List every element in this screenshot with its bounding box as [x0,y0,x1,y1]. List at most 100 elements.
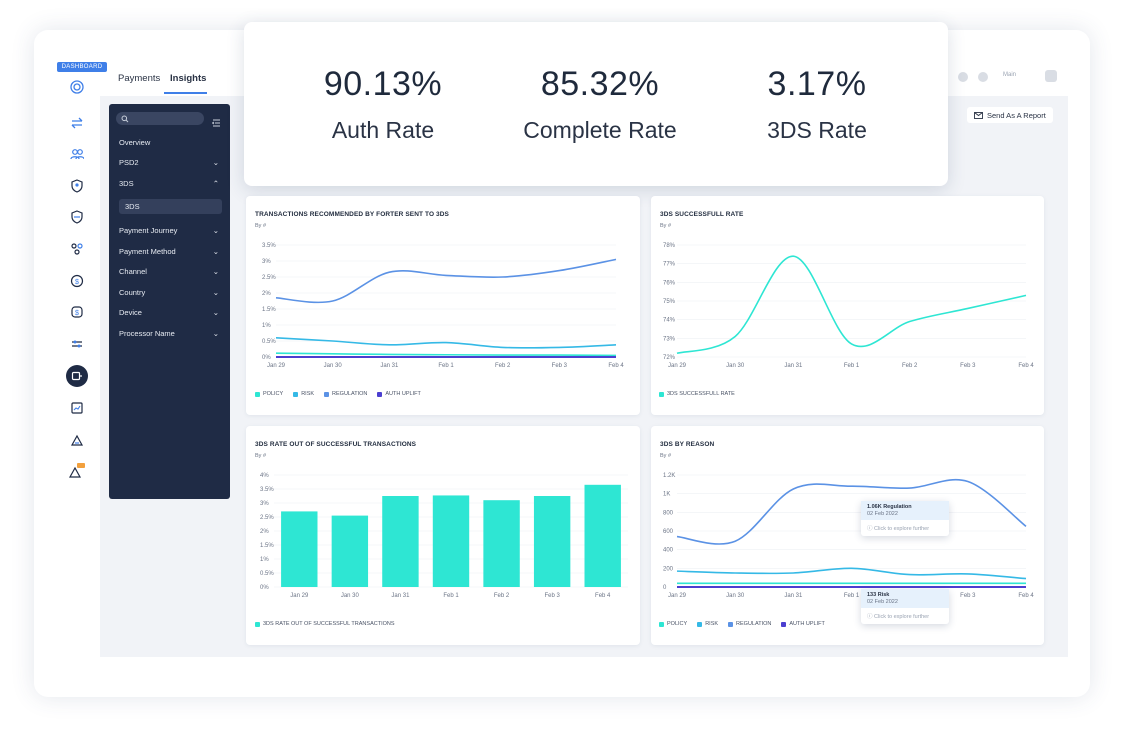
sidebar-item-psd2[interactable]: PSD2 ⌄ [119,158,223,167]
mail-icon [974,111,983,119]
x-tick-label: Feb 2 [902,363,918,369]
fingerprint-icon[interactable] [68,78,86,96]
tab-payments[interactable]: Payments [118,73,161,84]
user-menu[interactable]: Main [1003,72,1017,78]
sidebar-item-label: Processor Name [119,329,175,338]
y-tick-label: 600 [663,529,674,535]
x-tick-label: Jan 31 [391,593,410,599]
avatar[interactable] [1045,70,1057,82]
svg-text:$: $ [75,310,79,317]
y-tick-label: 1% [262,323,271,329]
sidebar-item-channel[interactable]: Channel ⌄ [119,267,223,276]
tooltip-risk[interactable]: 133 Risk 02 Feb 2022 ⓘ Click to explore … [861,589,949,624]
send-as-report-button[interactable]: Send As A Report [967,107,1053,123]
chart-card-transactions-sent-to-3ds[interactable]: TRANSACTIONS RECOMMENDED BY FORTER SENT … [246,196,640,415]
sidebar-item-3ds[interactable]: 3DS ⌃ [119,179,223,188]
sidebar-item-label: PSD2 [119,158,139,167]
legend-item-risk[interactable]: RISK [293,391,314,397]
x-tick-label: Feb 4 [595,593,611,599]
tab-insights[interactable]: Insights [170,73,207,84]
transfer-arrows-icon[interactable] [68,114,86,132]
chart-card-3ds-by-reason[interactable]: 3DS BY REASON By # 0 200 400 600 800 1K 1.2K Ja… [651,426,1044,645]
user-shield-icon[interactable] [68,177,86,195]
svg-text:$: $ [75,279,79,286]
sidebar-item-device[interactable]: Device ⌄ [119,308,223,317]
tooltip-regulation[interactable]: 1.06K Regulation 02 Feb 2022 ⓘ Click to … [861,501,949,536]
sidebar-item-label: Payment Method [119,247,176,256]
sidebar-item-country[interactable]: Country ⌄ [119,288,223,297]
line-chart-3ds-successfull-rate[interactable]: 72% 73% 74% 75% 76% 77% 78% Jan 29 Jan 30 Jan 31 F… [651,196,1044,415]
chart-legend: POLICY RISK REGULATION AUTH UPLIFT [255,391,421,397]
tooltip-header: 1.06K Regulation 02 Feb 2022 [861,501,949,520]
sidebar-item-overview[interactable]: Overview [119,138,223,147]
legend-item-3ds-rate-out-of-successful[interactable]: 3DS RATE OUT OF SUCCESSFUL TRANSACTIONS [255,621,395,627]
sidebar-search-input[interactable] [116,112,204,125]
x-tick-label: Jan 30 [324,363,343,369]
chart-card-3ds-successfull-rate[interactable]: 3DS SUCCESSFULL RATE By # 72% 73% 74% 75% 76… [651,196,1044,415]
dashboard-badge: DASHBOARD [57,62,107,72]
y-tick-label: 78% [663,243,676,249]
bar-chart-3ds-rate-out-of-successful[interactable]: 0% 0.5% 1% 1.5% 2% 2.5% 3% 3.5% 4% Jan 29 Jan 30 Ja… [246,426,640,645]
bar [382,496,419,587]
chart-card-3ds-rate-out-of-successful[interactable]: 3DS RATE OUT OF SUCCESSFUL TRANSACTIONS … [246,426,640,645]
chevron-down-icon: ⌄ [212,329,219,338]
chart-subtitle: By # [255,453,267,459]
y-tick-label: 0.5% [260,571,274,577]
chevron-down-icon: ⌄ [212,226,219,235]
tooltip-header: 133 Risk 02 Feb 2022 [861,589,949,608]
chevron-down-icon: ⌄ [212,288,219,297]
x-tick-label: Jan 31 [784,593,803,599]
legend-item-auth-uplift[interactable]: AUTH UPLIFT [377,391,421,397]
tooltip-action[interactable]: ⓘ Click to explore further [867,614,930,620]
dollar-circle-icon[interactable]: $ [68,272,86,290]
bar [281,511,318,587]
sliders-icon[interactable] [68,335,86,353]
help-icon[interactable] [958,72,968,82]
y-tick-label: 1.5% [260,543,274,549]
legend-swatch [781,621,787,627]
chart-title: TRANSACTIONS RECOMMENDED BY FORTER SENT … [255,211,449,218]
notification-icon[interactable] [978,72,988,82]
insights-icon[interactable] [66,365,88,387]
line-chart-transactions-sent-to-3ds[interactable]: 0% 0.5% 1% 1.5% 2% 2.5% 3% 3.5% Jan 29 Jan 30 Jan … [246,196,640,415]
sidebar-item-label: Country [119,288,146,297]
legend-label: POLICY [667,621,688,627]
tooltip-action[interactable]: ⓘ Click to explore further [867,526,930,532]
legend-item-policy[interactable]: POLICY [255,391,283,397]
new-feature-icon[interactable] [68,462,86,480]
sidebar-item-processor-name[interactable]: Processor Name ⌄ [119,329,223,338]
legend-item-policy[interactable]: POLICY [659,621,687,627]
triangle-chart-icon[interactable] [68,431,86,449]
legend-item-auth-uplift[interactable]: AUTH UPLIFT [781,621,825,627]
y-tick-label: 2% [262,291,271,297]
legend-label: RISK [301,391,315,397]
sidebar-subitem-3ds[interactable]: 3DS [119,199,222,214]
y-tick-label: 3.5% [260,487,274,493]
legend-item-regulation[interactable]: REGULATION [728,621,771,627]
legend-item-regulation[interactable]: REGULATION [324,391,367,397]
legend-item-3ds-successfull-rate[interactable]: 3DS SUCCESSFULL RATE [659,391,735,397]
sidebar-item-payment-method[interactable]: Payment Method ⌄ [119,247,223,256]
search-icon [121,115,129,123]
sidebar-item-label: Channel [119,267,147,276]
x-tick-label: Jan 29 [290,593,309,599]
chevron-down-icon: ⌄ [212,247,219,256]
dollar-shield-icon[interactable]: $ [68,303,86,321]
active-tab-indicator [164,92,207,94]
chart-subtitle: By # [660,223,672,229]
legend-label: REGULATION [736,621,772,627]
legend-item-risk[interactable]: RISK [697,621,718,627]
shield-icon[interactable] [68,208,86,226]
legend-swatch [728,621,734,627]
users-icon[interactable] [68,145,86,163]
y-tick-label: 2% [260,529,269,535]
report-icon[interactable] [68,399,86,417]
line-chart-3ds-by-reason[interactable]: 0 200 400 600 800 1K 1.2K Jan 29 Jan 30 Jan 31 Feb… [651,426,1044,645]
kpi-summary-card: 90.13% Auth Rate 85.32% Complete Rate 3.… [244,22,948,186]
sidebar-item-payment-journey[interactable]: Payment Journey ⌄ [119,226,223,235]
collapse-sidebar-icon[interactable] [211,114,221,127]
tooltip-action-label: Click to explore further [874,526,930,532]
x-tick-label: Feb 4 [1018,363,1034,369]
network-icon[interactable] [68,240,86,258]
kpi-value: 90.13% [323,65,443,103]
